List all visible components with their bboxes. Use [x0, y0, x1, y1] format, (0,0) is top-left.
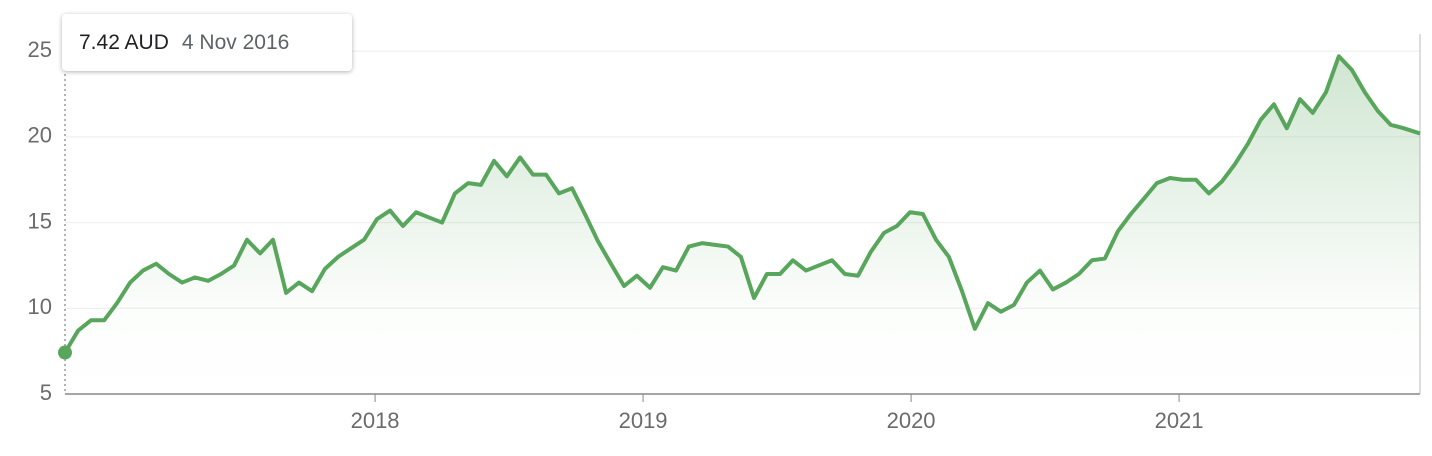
hover-point [58, 345, 72, 360]
y-tick-label: 10 [28, 294, 52, 319]
y-tick-label: 20 [28, 123, 52, 148]
price-line [63, 54, 1421, 354]
tooltip-date: 4 Nov 2016 [181, 30, 290, 54]
y-tick-label: 15 [28, 208, 52, 233]
x-tick-label: 2018 [351, 408, 400, 433]
y-tick-label: 5 [40, 380, 52, 405]
tooltip: 7.42 AUD 4 Nov 2016 [62, 14, 352, 71]
y-tick-label: 25 [28, 37, 52, 62]
x-tick-label: 2020 [887, 408, 936, 433]
tooltip-price: 7.42 AUD [79, 30, 169, 54]
x-tick-label: 2021 [1155, 408, 1204, 433]
x-tick-label: 2019 [619, 408, 668, 433]
area-fill [65, 56, 1420, 395]
